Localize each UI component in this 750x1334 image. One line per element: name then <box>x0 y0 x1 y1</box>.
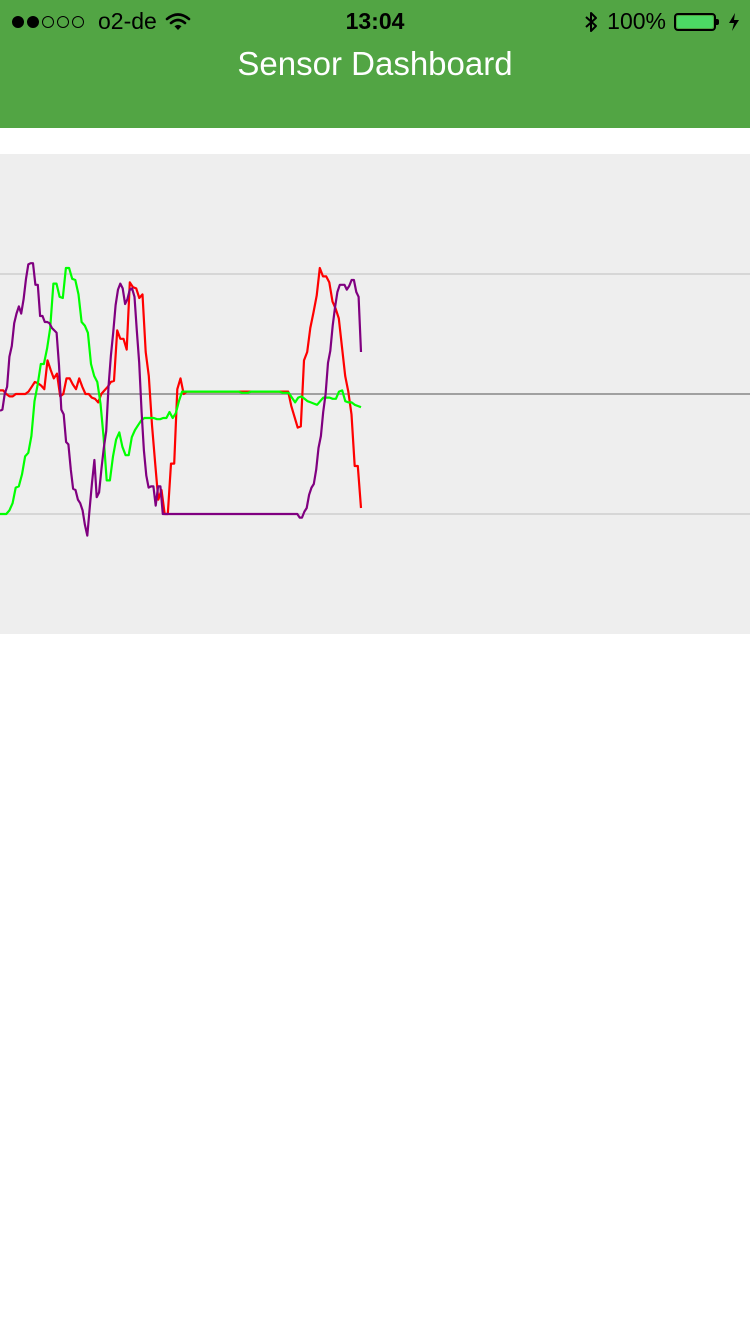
signal-dot <box>57 15 69 28</box>
carrier-name: o2-de <box>98 8 157 34</box>
signal-dot <box>12 15 24 28</box>
sensor-chart-svg <box>0 262 750 537</box>
signal-dot <box>42 15 54 28</box>
series-line-2 <box>0 266 362 516</box>
wifi-icon <box>165 12 191 30</box>
signal-dot <box>72 15 84 28</box>
status-right: 100% <box>583 8 740 35</box>
signal-dot <box>27 15 39 28</box>
status-bar: o2-de 13:04 100% <box>0 0 750 40</box>
page-title: Sensor Dashboard <box>237 45 513 82</box>
sensor-chart <box>0 154 750 634</box>
series-line-1 <box>0 266 363 516</box>
bluetooth-icon <box>585 11 598 32</box>
status-time: 13:04 <box>345 8 405 34</box>
series-line-3 <box>0 262 363 537</box>
battery-level <box>677 15 713 28</box>
status-left: o2-de <box>12 8 191 35</box>
charging-icon <box>729 12 739 31</box>
app-header: o2-de 13:04 100% Sensor Dashboard <box>0 0 750 128</box>
signal-strength-icon <box>12 15 84 28</box>
battery-icon <box>674 12 719 31</box>
battery-percent: 100% <box>607 8 666 34</box>
